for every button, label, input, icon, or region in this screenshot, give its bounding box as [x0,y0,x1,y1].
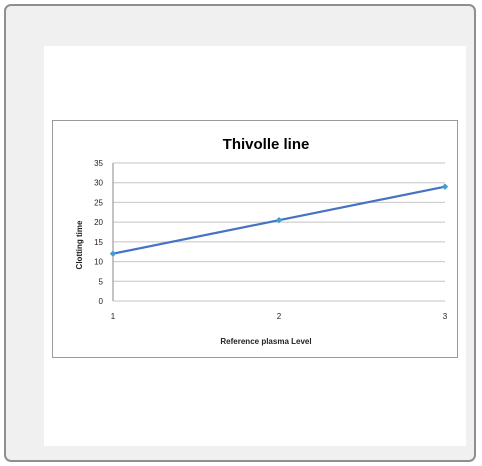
chart-series [109,183,449,257]
y-tick-label: 0 [99,297,104,306]
thivolle-line-chart: Thivolle line 0 5 10 15 20 25 30 35 1 2 3 Referen… [75,136,449,346]
x-axis-label: Reference plasma Level [220,337,311,346]
x-tick-label: 3 [443,312,448,321]
y-tick-label: 20 [94,218,103,227]
y-tick-label: 5 [99,277,104,286]
chart-gridlines [112,162,445,302]
x-tick-label: 2 [277,312,282,321]
data-point-marker [109,250,117,257]
data-point-marker [441,183,449,190]
y-tick-label: 30 [94,179,103,188]
document-page: Thivolle line 0 5 10 15 20 25 30 35 1 2 3 Referen… [44,46,466,446]
chart-title: Thivolle line [223,136,310,153]
y-tick-label: 25 [94,198,103,207]
y-tick-label: 10 [94,258,103,267]
y-tick-label: 35 [94,159,103,168]
x-axis-ticks: 1 2 3 [111,312,448,321]
y-axis-label: Clotting time [75,220,84,269]
y-axis-ticks: 0 5 10 15 20 25 30 35 [94,159,103,306]
window-frame: Thivolle line 0 5 10 15 20 25 30 35 1 2 3 Referen… [4,4,476,462]
chart-area: Thivolle line 0 5 10 15 20 25 30 35 1 2 3 Referen… [52,120,458,358]
data-point-marker [275,216,283,224]
y-tick-label: 15 [94,238,103,247]
x-tick-label: 1 [111,312,116,321]
